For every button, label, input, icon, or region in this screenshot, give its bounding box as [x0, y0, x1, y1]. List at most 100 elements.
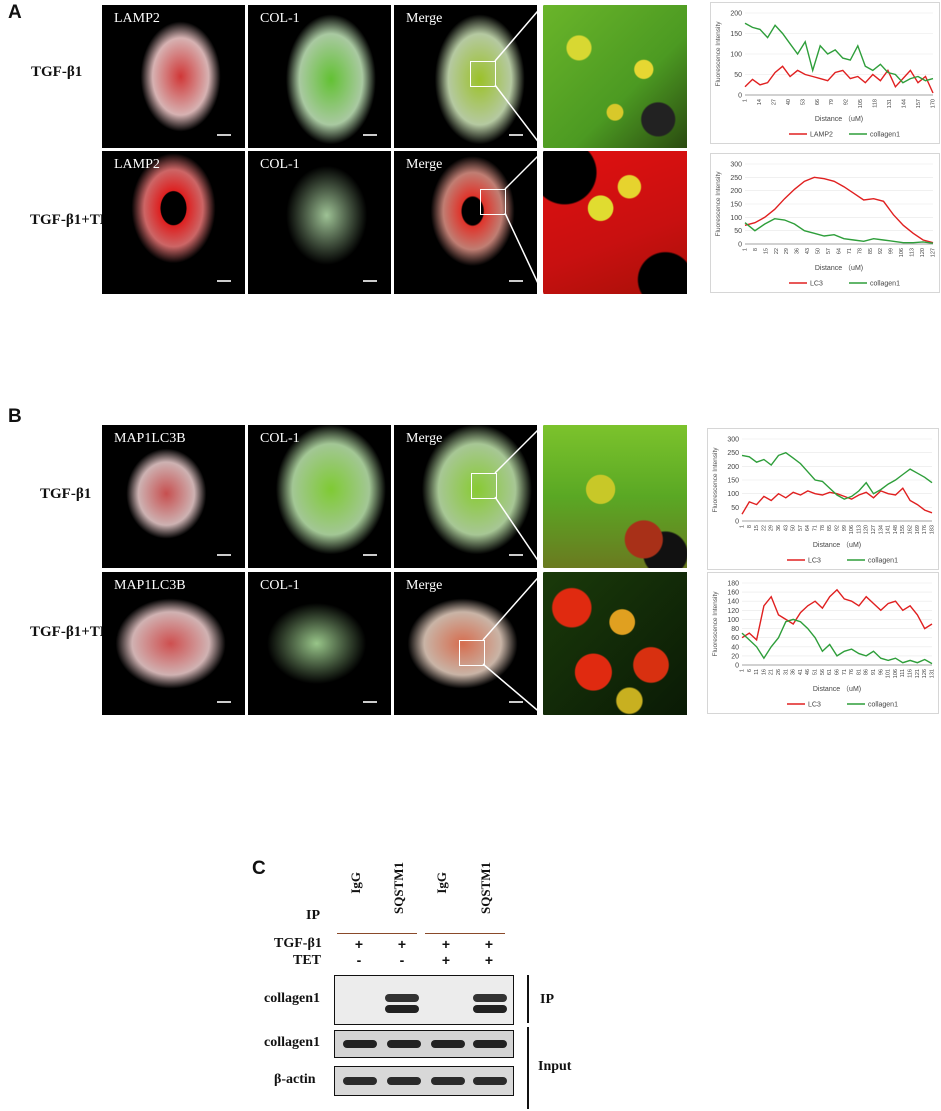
x-tick-label: 170 — [930, 99, 936, 108]
y-tick-label: 80 — [731, 626, 739, 633]
col1-image-a2: COL-1 — [248, 151, 391, 294]
tet-sign: + — [441, 952, 451, 968]
blot-band — [387, 1077, 421, 1085]
tgf-sign: + — [397, 936, 407, 952]
x-tick-label: 78 — [857, 248, 863, 254]
x-tick-label: 106 — [893, 669, 899, 678]
legend-label: collagen1 — [868, 702, 898, 709]
x-tick-label: 43 — [783, 525, 789, 531]
channel-label: MAP1LC3B — [114, 431, 186, 446]
y-axis-label: Fluorescence Intensity — [712, 447, 719, 513]
x-tick-label: 113 — [856, 525, 862, 534]
y-tick-label: 200 — [730, 11, 742, 18]
blot-label-beta-actin: β-actin — [274, 1072, 316, 1087]
blot-band — [385, 994, 419, 1002]
y-tick-label: 160 — [727, 590, 739, 597]
row-label-b1: TGF-β1 — [40, 486, 92, 502]
zoom-inset-a1 — [543, 5, 687, 148]
ip-bracket-label: IP — [540, 992, 554, 1007]
x-tick-label: 71 — [813, 525, 819, 531]
x-tick-label: 78 — [820, 525, 826, 531]
channel-label: Merge — [406, 11, 443, 26]
x-tick-label: 81 — [856, 669, 862, 675]
y-tick-label: 100 — [730, 215, 742, 222]
input-bracket-line — [527, 1027, 529, 1109]
x-tick-label: 1 — [742, 99, 748, 102]
channel-label: MAP1LC3B — [114, 578, 186, 593]
x-tick-label: 134 — [878, 525, 884, 534]
x-tick-label: 56 — [820, 669, 826, 675]
tgf-sign: + — [441, 936, 451, 952]
lane-header-1: IgG — [348, 872, 363, 894]
legend-label: LAMP2 — [810, 132, 833, 139]
y-tick-label: 0 — [738, 93, 742, 100]
y-tick-label: 60 — [731, 635, 739, 642]
scale-bar — [363, 701, 377, 703]
map1lc3b-image-b1: MAP1LC3B — [102, 425, 245, 568]
y-axis-label: Fluorescence Intensity — [715, 171, 722, 237]
legend-label: LC3 — [810, 281, 823, 288]
line-profile-chart-b1: Fluorescence Intensity 0 50 100 150 200 250 300… — [707, 428, 939, 570]
x-tick-label: 11 — [754, 669, 760, 675]
blot-band — [387, 1040, 421, 1048]
x-tick-label: 1 — [739, 525, 745, 528]
x-tick-label: 29 — [769, 525, 775, 531]
x-tick-label: 113 — [910, 248, 916, 257]
row-label-a2: TGF-β1+TET — [30, 212, 120, 228]
x-tick-label: 66 — [834, 669, 840, 675]
y-tick-label: 200 — [730, 188, 742, 195]
x-tick-label: 169 — [915, 525, 921, 534]
x-axis-label: Distance （uM) — [813, 541, 861, 549]
x-tick-label: 121 — [915, 669, 921, 678]
merge-image-b1: Merge — [394, 425, 537, 568]
x-tick-label: 14 — [757, 99, 763, 105]
x-tick-label: 127 — [871, 525, 877, 534]
blot-label-input-collagen1: collagen1 — [264, 1035, 320, 1050]
zoom-box — [470, 61, 496, 87]
x-tick-label: 61 — [827, 669, 833, 675]
x-tick-label: 148 — [893, 525, 899, 534]
x-tick-label: 21 — [769, 669, 775, 675]
lamp2-image-a1: LAMP2 — [102, 5, 245, 148]
x-tick-label: 176 — [922, 525, 928, 534]
x-axis-label: Distance （uM) — [815, 115, 863, 123]
zoom-inset-a2 — [543, 151, 687, 294]
x-tick-label: 99 — [889, 248, 895, 254]
channel-label: Merge — [406, 157, 443, 172]
scale-bar — [509, 554, 523, 556]
lane-header-2: SQSTM1 — [391, 862, 406, 915]
scale-bar — [509, 701, 523, 703]
series-line-lc3 — [741, 588, 933, 642]
x-tick-label: 50 — [791, 525, 797, 531]
y-tick-label: 100 — [727, 617, 739, 624]
blot-band — [473, 1077, 507, 1085]
x-tick-label: 157 — [916, 99, 922, 108]
x-tick-label: 50 — [816, 248, 822, 254]
tgf-sign: + — [484, 936, 494, 952]
channel-label: COL-1 — [260, 578, 300, 593]
x-tick-label: 6 — [747, 669, 753, 672]
x-tick-label: 16 — [761, 669, 767, 675]
y-tick-label: 120 — [727, 608, 739, 615]
y-tick-label: 250 — [730, 175, 742, 182]
series-line-collagen1 — [741, 618, 933, 665]
series-line-collagen1 — [744, 217, 934, 244]
legend-label: collagen1 — [868, 558, 898, 565]
x-tick-label: 22 — [761, 525, 767, 531]
scale-bar — [363, 134, 377, 136]
x-tick-label: 111 — [900, 669, 906, 677]
x-tick-label: 53 — [800, 99, 806, 105]
series-line-collagen1 — [744, 22, 934, 84]
lamp2-image-a2: LAMP2 — [102, 151, 245, 294]
x-tick-label: 36 — [791, 669, 797, 675]
x-tick-label: 76 — [849, 669, 855, 675]
y-tick-label: 0 — [735, 663, 739, 670]
x-tick-label: 1 — [742, 248, 748, 251]
x-tick-label: 57 — [798, 525, 804, 531]
y-axis-label: Fluorescence Intensity — [712, 591, 719, 657]
channel-label: COL-1 — [260, 431, 300, 446]
scale-bar — [509, 134, 523, 136]
x-tick-label: 40 — [786, 99, 792, 105]
blot-band — [385, 1005, 419, 1013]
blot-band — [473, 1005, 507, 1013]
